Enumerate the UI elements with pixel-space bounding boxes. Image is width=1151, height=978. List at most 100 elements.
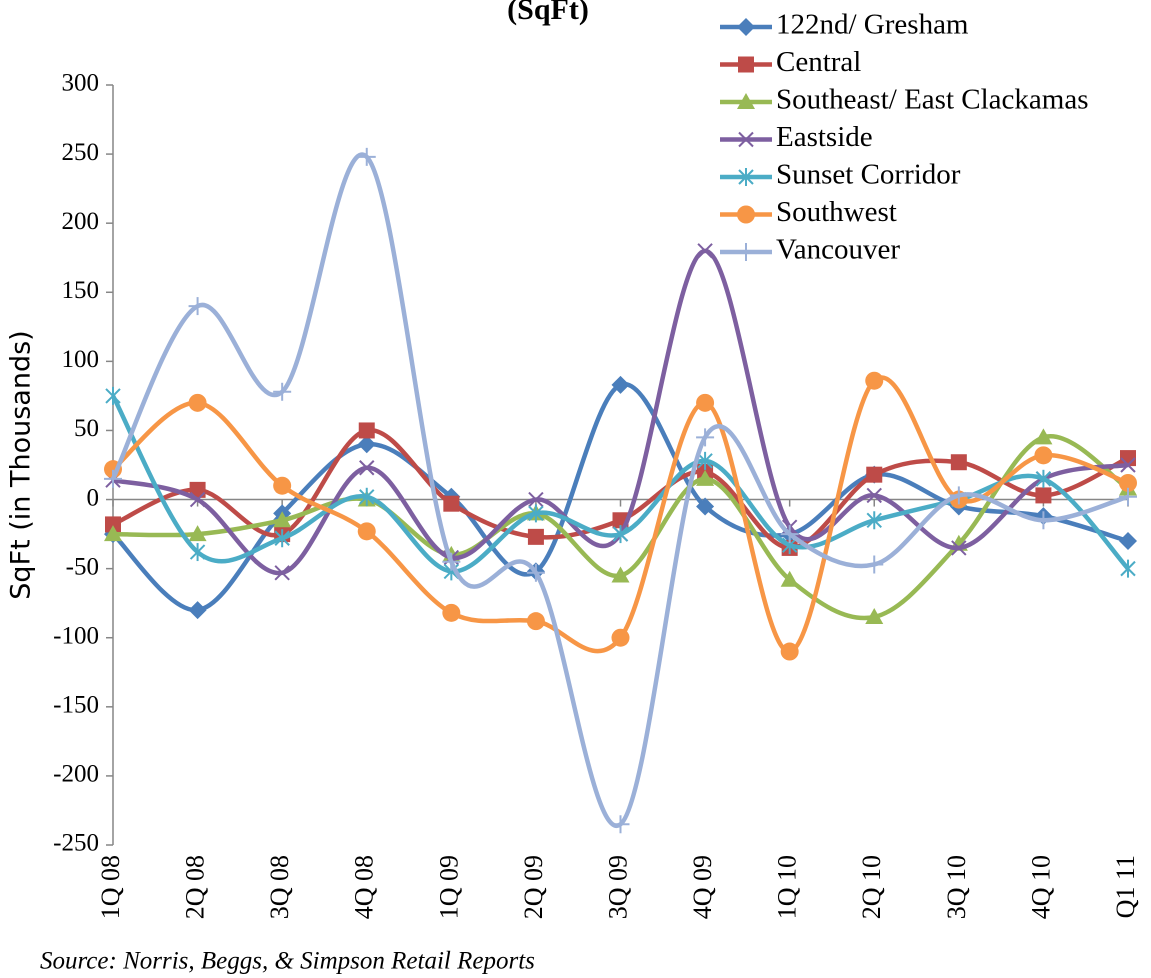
y-tick-label: 50 <box>74 415 99 442</box>
marker-shape <box>865 608 884 624</box>
marker-shape <box>696 393 715 412</box>
y-axis-label: SqFt (in Thousands) <box>6 330 37 599</box>
marker <box>104 469 122 488</box>
marker <box>737 93 755 109</box>
marker <box>866 466 883 483</box>
x-tick-label: 1Q 08 <box>96 855 125 919</box>
marker <box>357 522 376 541</box>
marker <box>442 552 461 571</box>
marker <box>696 469 715 486</box>
marker <box>1035 487 1052 504</box>
marker <box>866 511 882 530</box>
marker <box>273 511 292 528</box>
marker <box>696 428 715 447</box>
marker-shape <box>358 422 375 439</box>
y-tick-label: -150 <box>53 692 99 719</box>
marker <box>189 481 206 498</box>
marker <box>528 491 544 508</box>
marker-shape <box>274 565 290 581</box>
marker <box>738 56 754 73</box>
marker-shape <box>105 516 121 533</box>
marker-shape <box>104 525 122 542</box>
marker <box>611 375 630 394</box>
marker-shape <box>737 205 755 224</box>
x-tick-label: 3Q 09 <box>603 855 632 919</box>
marker <box>865 371 884 390</box>
marker <box>737 18 755 36</box>
marker-shape <box>738 131 754 148</box>
marker-shape <box>1034 446 1053 465</box>
marker-shape <box>696 497 715 516</box>
marker-shape <box>865 371 884 390</box>
y-tick-label: -100 <box>53 622 99 649</box>
marker-shape <box>359 460 375 476</box>
marker <box>526 563 545 582</box>
marker-shape <box>188 393 207 412</box>
marker-shape <box>357 435 376 454</box>
marker <box>359 460 375 476</box>
y-tick-label: -50 <box>66 553 99 580</box>
x-tick-label: 3Q 10 <box>942 855 971 919</box>
marker <box>273 382 292 401</box>
chart-title: (SqFt) <box>507 0 589 26</box>
x-tick-label: 4Q 08 <box>350 855 379 919</box>
x-tick-label: 4Q 10 <box>1026 855 1055 919</box>
marker-shape <box>866 487 882 504</box>
series-line <box>110 152 1129 829</box>
marker-shape <box>1120 457 1136 473</box>
marker-shape <box>443 495 460 512</box>
marker <box>189 491 206 508</box>
marker <box>358 422 375 439</box>
marker <box>105 516 121 533</box>
marker-shape <box>526 612 545 631</box>
marker <box>528 504 544 523</box>
x-tick-label: 3Q 08 <box>265 855 294 919</box>
x-tick-label: 2Q 10 <box>857 855 886 919</box>
y-tick-label: 0 <box>87 484 100 511</box>
marker <box>865 608 884 624</box>
marker <box>1035 469 1052 488</box>
marker-shape <box>611 628 630 647</box>
marker <box>188 297 207 316</box>
marker <box>866 487 882 504</box>
marker <box>780 642 799 661</box>
marker <box>105 386 121 405</box>
marker-shape <box>188 525 207 542</box>
marker-shape <box>528 491 544 508</box>
marker-shape <box>611 375 630 394</box>
marker <box>612 525 629 544</box>
marker <box>359 487 375 506</box>
marker <box>274 565 290 581</box>
marker-shape <box>189 481 206 498</box>
marker-shape <box>866 466 883 483</box>
marker <box>611 628 630 647</box>
marker <box>697 451 713 470</box>
marker-shape <box>780 642 799 661</box>
marker <box>1120 559 1136 578</box>
marker <box>104 525 122 542</box>
marker-shape <box>1034 428 1053 445</box>
marker <box>738 168 754 186</box>
marker-shape <box>1119 532 1137 550</box>
marker <box>188 393 207 412</box>
marker <box>950 454 967 471</box>
marker <box>737 205 755 224</box>
marker <box>188 601 207 620</box>
legend-label: 122nd/ Gresham <box>776 9 969 41</box>
marker <box>696 497 715 516</box>
marker <box>1119 487 1137 506</box>
legend-label: Vancouver <box>776 234 900 266</box>
marker <box>357 147 376 166</box>
marker-shape <box>1119 473 1137 492</box>
marker <box>865 555 884 574</box>
y-tick-label: 200 <box>62 208 100 235</box>
marker-shape <box>1035 487 1052 504</box>
marker-shape <box>737 18 755 36</box>
marker-shape <box>697 243 713 259</box>
marker-shape <box>273 476 292 495</box>
marker <box>1034 428 1053 445</box>
marker-shape <box>188 601 207 620</box>
marker <box>696 393 715 412</box>
marker <box>780 570 799 587</box>
